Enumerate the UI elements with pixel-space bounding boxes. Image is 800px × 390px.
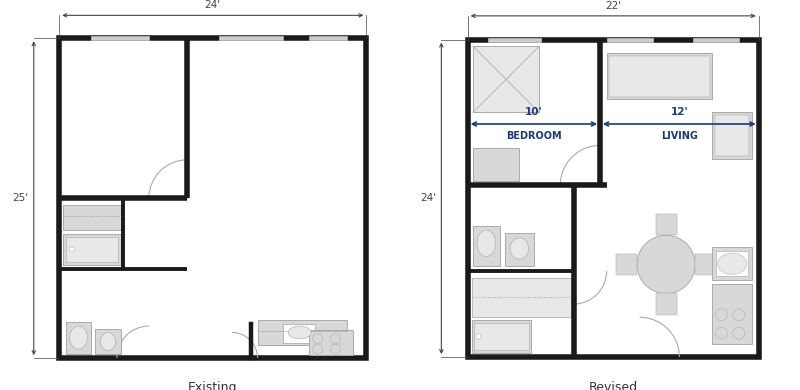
Ellipse shape [718, 253, 746, 274]
Bar [655, 294, 677, 315]
Bar [472, 278, 571, 317]
Text: Existing: Existing [188, 381, 238, 390]
Bar [95, 329, 121, 354]
Bar [66, 237, 118, 262]
Bar [693, 38, 739, 42]
Bar [473, 46, 539, 112]
Text: 24': 24' [205, 0, 221, 10]
Bar [472, 320, 531, 353]
Bar [716, 251, 748, 276]
Bar [66, 322, 91, 354]
Bar [473, 226, 499, 266]
Bar [606, 38, 653, 42]
Bar [610, 55, 710, 96]
Bar [712, 284, 752, 344]
Bar [309, 36, 347, 40]
Bar [505, 233, 534, 266]
Bar [715, 115, 750, 156]
Text: 25': 25' [13, 193, 29, 203]
Bar [655, 214, 677, 235]
Bar [606, 53, 712, 99]
Bar [695, 254, 716, 275]
Text: 22': 22' [605, 0, 622, 11]
Bar [474, 323, 529, 350]
Ellipse shape [70, 326, 87, 349]
Text: Revised: Revised [589, 381, 638, 390]
Bar [712, 112, 752, 159]
Bar [258, 320, 347, 345]
Bar [473, 148, 519, 181]
Ellipse shape [100, 332, 116, 350]
Bar [59, 38, 366, 358]
Bar [63, 234, 121, 265]
Text: 12': 12' [670, 107, 688, 117]
Bar [616, 254, 637, 275]
Circle shape [637, 235, 695, 294]
Bar [468, 40, 758, 357]
Bar [309, 330, 354, 355]
Text: LIVING: LIVING [661, 131, 698, 141]
Circle shape [476, 334, 481, 339]
Circle shape [70, 247, 74, 252]
Bar [283, 324, 315, 343]
Text: 24': 24' [420, 193, 436, 203]
Bar [488, 38, 541, 42]
Bar [219, 36, 283, 40]
Bar [91, 36, 149, 40]
Ellipse shape [477, 230, 495, 257]
Text: BEDROOM: BEDROOM [506, 131, 562, 141]
Bar [712, 247, 752, 280]
Text: 10': 10' [525, 107, 542, 117]
Bar [63, 205, 121, 230]
Ellipse shape [288, 326, 311, 339]
Ellipse shape [510, 238, 529, 259]
